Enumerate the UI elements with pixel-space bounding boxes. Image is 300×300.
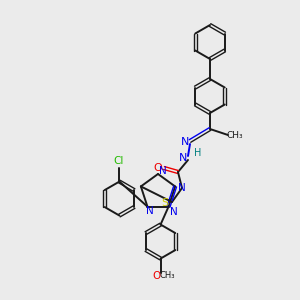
- Text: S: S: [161, 198, 169, 208]
- Text: Cl: Cl: [113, 156, 124, 166]
- Text: N: N: [170, 207, 178, 217]
- Text: N: N: [181, 137, 189, 147]
- Text: H: H: [194, 148, 202, 158]
- Text: CH₃: CH₃: [160, 271, 175, 280]
- Text: N: N: [146, 206, 153, 216]
- Text: O: O: [152, 271, 161, 281]
- Text: O: O: [154, 163, 162, 173]
- Text: CH₃: CH₃: [227, 131, 243, 140]
- Text: N: N: [179, 153, 187, 163]
- Text: N: N: [159, 166, 167, 176]
- Text: N: N: [178, 183, 186, 194]
